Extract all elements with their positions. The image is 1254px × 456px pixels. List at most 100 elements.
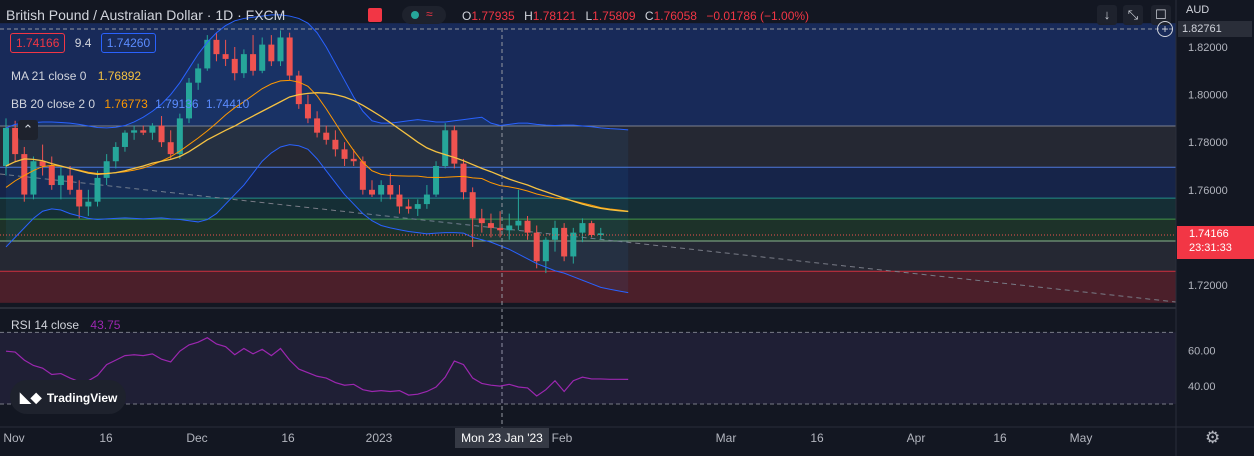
- candle-body[interactable]: [570, 232, 577, 257]
- candle-body[interactable]: [240, 54, 247, 74]
- candle-body[interactable]: [12, 127, 19, 155]
- trend-line[interactable]: [0, 173, 1177, 303]
- bb-legend[interactable]: BB 20 close 2 0 1.76773 1.79136 1.74410: [11, 97, 249, 111]
- status-dot-icon: [411, 11, 419, 19]
- candle-body[interactable]: [158, 125, 165, 143]
- rsi-line: [5, 337, 629, 397]
- market-status-icon[interactable]: ≈: [402, 6, 446, 24]
- time-tick-label: Feb: [552, 431, 573, 445]
- maximize-button[interactable]: ☐: [1151, 5, 1171, 25]
- candle-body[interactable]: [195, 68, 202, 83]
- candle-body[interactable]: [67, 175, 74, 190]
- candle-body[interactable]: [387, 185, 394, 195]
- candle-body[interactable]: [277, 37, 284, 62]
- settings-gear-icon[interactable]: ⚙: [1205, 428, 1221, 447]
- candle-body[interactable]: [231, 58, 238, 74]
- candle-body[interactable]: [552, 227, 558, 240]
- price-axis-ticks[interactable]: 1.820001.800001.780001.760001.740001.720…: [1188, 42, 1228, 292]
- candle-body[interactable]: [121, 132, 128, 147]
- candle-body[interactable]: [304, 104, 311, 119]
- collapse-button[interactable]: ⤡: [1123, 5, 1143, 25]
- candle-body[interactable]: [597, 233, 604, 236]
- candle-body[interactable]: [378, 185, 385, 195]
- candle-body[interactable]: [259, 44, 266, 71]
- candles[interactable]: [3, 30, 604, 274]
- candle-body[interactable]: [149, 125, 156, 133]
- candle-body[interactable]: [186, 82, 192, 119]
- candle-body[interactable]: [533, 232, 540, 262]
- candle-body[interactable]: [213, 39, 220, 55]
- candle-body[interactable]: [405, 206, 412, 209]
- candle-body[interactable]: [359, 161, 366, 190]
- candle-body[interactable]: [497, 227, 504, 231]
- rsi-axis-ticks: 60.00 40.00: [1188, 345, 1216, 393]
- rsi-legend[interactable]: RSI 14 close 43.75: [11, 318, 120, 332]
- candle-body[interactable]: [423, 194, 430, 205]
- candle-body[interactable]: [524, 220, 531, 233]
- close-label: C: [644, 9, 654, 23]
- candle-body[interactable]: [268, 44, 275, 62]
- candle-body[interactable]: [30, 161, 37, 195]
- alert-icon[interactable]: [368, 8, 382, 22]
- add-indicator-button[interactable]: +: [1157, 21, 1173, 37]
- candle-body[interactable]: [176, 118, 183, 155]
- candle-body[interactable]: [112, 146, 119, 162]
- currency-label[interactable]: AUD: [1186, 4, 1210, 16]
- quote-panel: 1.74166 9.4 1.74260: [10, 33, 157, 53]
- time-tick-label: Apr: [907, 431, 926, 445]
- candle-body[interactable]: [478, 218, 485, 224]
- candle-body[interactable]: [94, 177, 101, 202]
- candle-body[interactable]: [48, 166, 55, 186]
- candle-body[interactable]: [451, 130, 458, 164]
- candle-body[interactable]: [396, 194, 403, 207]
- candle-body[interactable]: [140, 130, 147, 133]
- candle-body[interactable]: [341, 149, 348, 159]
- price-tick-label: 1.80000: [1188, 90, 1228, 102]
- candle-body[interactable]: [57, 175, 64, 186]
- candle-body[interactable]: [442, 130, 449, 166]
- candle-body[interactable]: [588, 223, 595, 236]
- candle-body[interactable]: [286, 37, 293, 76]
- buy-button[interactable]: 1.74260: [100, 33, 157, 53]
- candle-body[interactable]: [103, 161, 110, 178]
- symbol-title[interactable]: British Pound / Australian Dollar · 1D ·…: [6, 7, 286, 23]
- candle-body[interactable]: [469, 192, 476, 219]
- candle-body[interactable]: [561, 227, 568, 257]
- sell-button[interactable]: 1.74166: [10, 33, 66, 53]
- candle-body[interactable]: [506, 225, 513, 231]
- candle-body[interactable]: [323, 132, 330, 140]
- zone-band-6: [0, 271, 1176, 303]
- scroll-down-button[interactable]: ↓: [1097, 5, 1117, 25]
- candle-body[interactable]: [222, 54, 229, 59]
- time-axis-ticks[interactable]: Nov 16 Dec 16 2023 Feb Mar 16 Apr 16 May: [3, 431, 1092, 445]
- ma-legend[interactable]: MA 21 close 0 1.76892: [11, 69, 141, 83]
- candle-body[interactable]: [204, 39, 211, 69]
- candle-body[interactable]: [369, 189, 375, 195]
- candle-body[interactable]: [295, 75, 302, 105]
- candle-body[interactable]: [314, 118, 321, 133]
- candle-body[interactable]: [39, 161, 46, 166]
- candle-body[interactable]: [515, 220, 522, 226]
- candle-body[interactable]: [250, 54, 257, 71]
- rsi-tick-label: 60.00: [1188, 345, 1216, 357]
- candle-body[interactable]: [542, 239, 549, 262]
- price-tick-label: 1.78000: [1188, 137, 1228, 149]
- candle-body[interactable]: [167, 142, 174, 155]
- candle-body[interactable]: [414, 204, 421, 209]
- candle-body[interactable]: [21, 154, 28, 195]
- candle-body[interactable]: [332, 139, 339, 150]
- candle-body[interactable]: [460, 163, 467, 193]
- candle-body[interactable]: [579, 223, 586, 233]
- candle-body[interactable]: [3, 127, 9, 166]
- candle-body[interactable]: [85, 201, 92, 207]
- candle-body[interactable]: [350, 158, 357, 162]
- candle-body[interactable]: [131, 130, 138, 133]
- zone-bands: [0, 23, 1176, 303]
- candle-body[interactable]: [487, 223, 494, 228]
- candle-body[interactable]: [76, 189, 83, 207]
- candle-body[interactable]: [433, 166, 440, 195]
- tradingview-logo[interactable]: ◣◆ TradingView: [10, 380, 126, 414]
- collapse-legend-button[interactable]: ⌃: [18, 120, 38, 140]
